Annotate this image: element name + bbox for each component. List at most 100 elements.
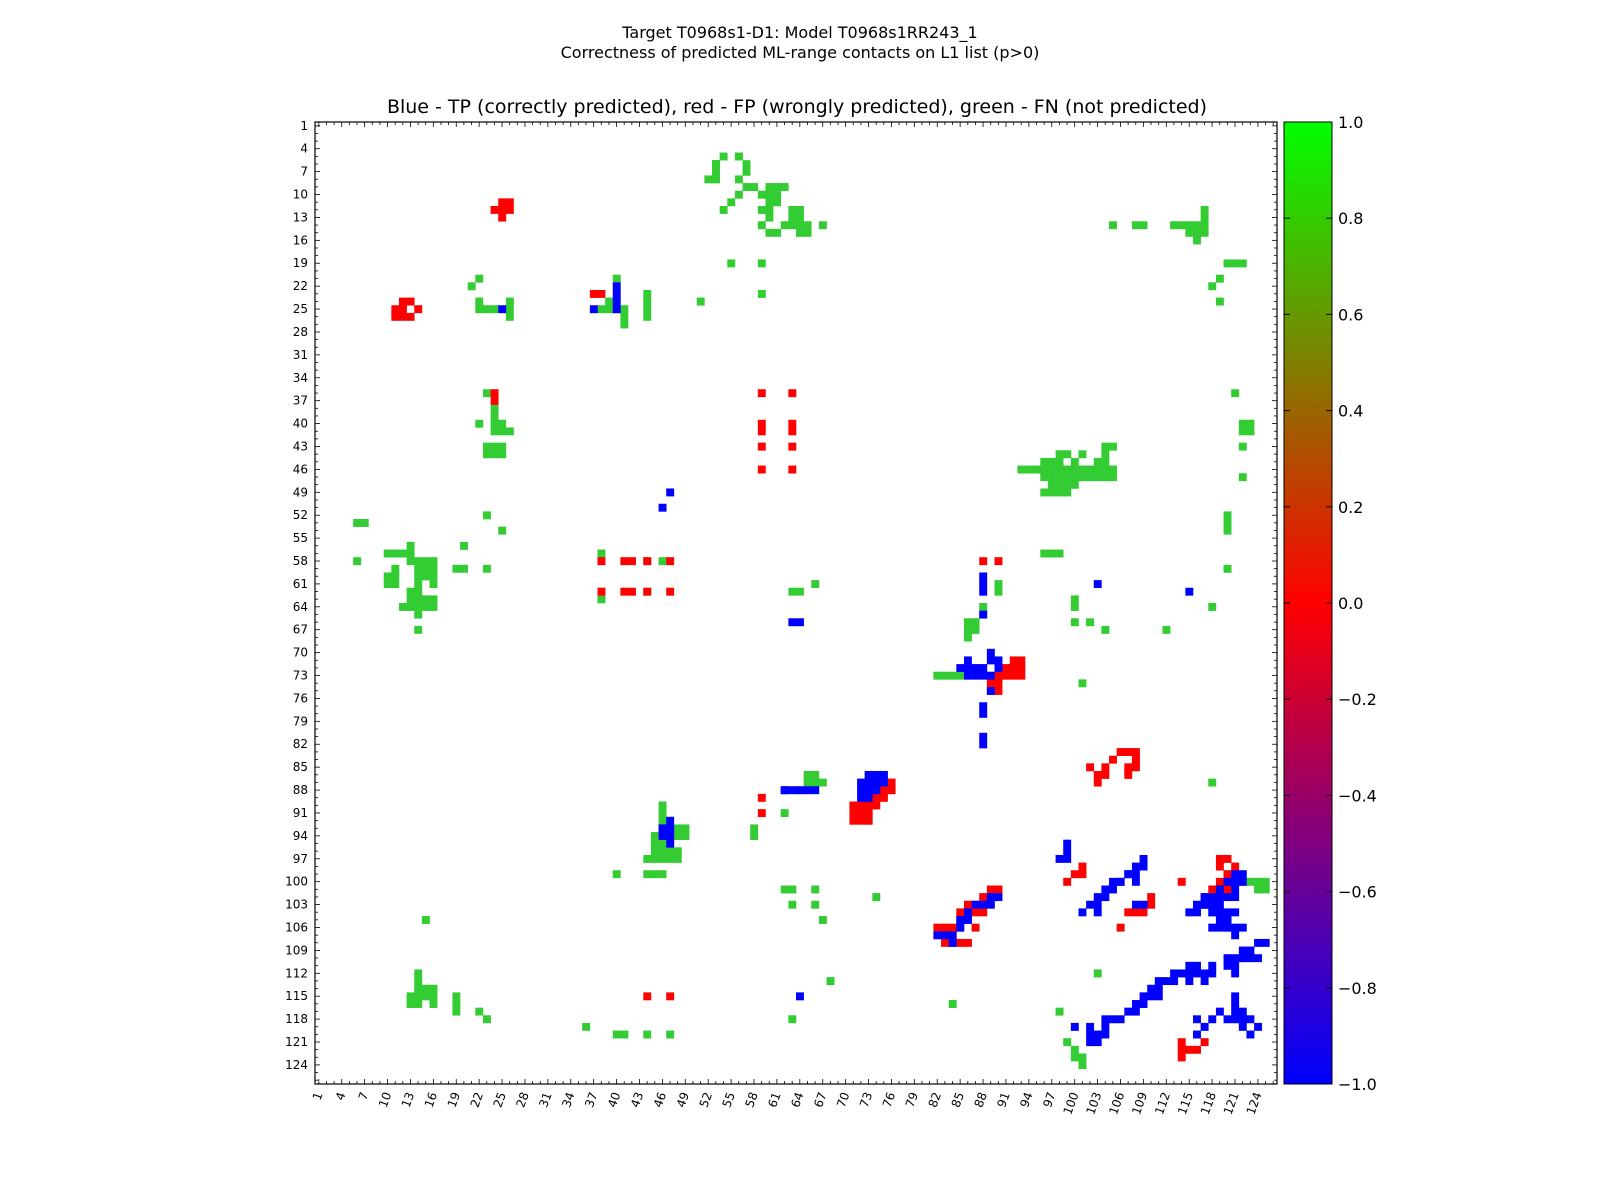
fp-cell	[963, 900, 972, 909]
fn-cell	[505, 297, 514, 306]
fn-cell	[429, 603, 438, 611]
fn-cell	[1246, 427, 1255, 436]
fp-cell	[1193, 1045, 1201, 1054]
fn-cell	[1078, 1061, 1087, 1070]
fn-cell	[650, 847, 659, 856]
fn-cell	[1223, 511, 1232, 520]
fp-cell	[505, 198, 514, 207]
fp-cell	[788, 389, 797, 398]
colorbar-tick-label: −0.6	[1338, 883, 1377, 902]
y-tick-label: 67	[293, 623, 308, 637]
fn-cell	[811, 885, 820, 894]
tp-cell	[872, 770, 881, 779]
fp-cell	[979, 908, 988, 917]
y-tick-label: 76	[293, 691, 308, 705]
fp-cell	[887, 786, 896, 795]
tp-cell	[666, 824, 675, 833]
fn-cell	[460, 541, 468, 550]
tp-cell	[1063, 847, 1072, 856]
tp-cell	[1124, 870, 1133, 879]
fn-cell	[1070, 1053, 1079, 1062]
fp-cell	[1177, 1038, 1186, 1047]
fn-cell	[353, 519, 362, 527]
fn-cell	[597, 595, 606, 604]
fp-cell	[1070, 870, 1079, 879]
tp-cell	[1215, 1007, 1224, 1016]
tp-cell	[1193, 908, 1201, 917]
fn-cell	[971, 625, 980, 634]
fp-cell	[643, 992, 652, 1001]
fn-cell	[750, 824, 759, 833]
fn-cell	[429, 595, 438, 604]
fp-cell	[986, 679, 995, 688]
tp-cell	[1223, 923, 1232, 932]
tp-cell	[1170, 977, 1179, 986]
fp-cell	[788, 442, 797, 451]
fp-cell	[1223, 870, 1232, 879]
fp-cell	[628, 587, 636, 596]
fn-cell	[757, 289, 766, 298]
fn-cell	[1063, 450, 1072, 459]
fp-cell	[666, 587, 675, 596]
tp-cell	[788, 786, 797, 795]
x-tick-labels: 1 4 7 10 13 16 19 22 25 28 31 34 37 40 43 46 49 52 55 58 61 6…	[310, 1090, 1265, 1116]
tp-cell	[1231, 1007, 1240, 1016]
fn-cell	[1078, 465, 1087, 474]
fn-cell	[1254, 885, 1263, 894]
fp-cell	[1124, 763, 1133, 772]
fn-cell	[757, 259, 766, 268]
fp-cell	[864, 816, 873, 825]
fn-cell	[1215, 297, 1224, 306]
tp-cell	[1109, 885, 1117, 894]
colorbar-tick-label: 0.0	[1338, 594, 1363, 613]
y-tick-label: 79	[293, 714, 308, 728]
fn-cell	[1101, 465, 1110, 474]
fp-cell	[971, 923, 980, 932]
fp-cell	[414, 305, 423, 314]
fn-cell	[1070, 595, 1079, 604]
fn-cell	[1200, 228, 1209, 237]
fn-cell	[963, 625, 972, 634]
x-tick-label: 82	[926, 1090, 944, 1109]
x-tick-label: 118	[1198, 1090, 1219, 1116]
fn-cell	[963, 633, 972, 642]
tp-cell	[1223, 908, 1232, 917]
fp-cell	[956, 908, 965, 917]
fn-cell	[757, 205, 766, 214]
tp-cell	[1246, 946, 1255, 955]
tp-cell	[1185, 587, 1194, 596]
tp-cell	[1238, 1022, 1247, 1031]
tp-cell	[1231, 877, 1240, 886]
x-tick-label: 106	[1106, 1090, 1127, 1116]
fp-cell	[994, 686, 1003, 695]
colorbar-tick-label: −1.0	[1338, 1075, 1377, 1094]
fn-cell	[788, 900, 797, 909]
fn-cell	[1208, 778, 1217, 787]
fp-cell	[879, 786, 888, 795]
y-tick-label: 4	[300, 142, 308, 156]
fp-cell	[1009, 664, 1018, 673]
fn-cell	[681, 832, 690, 840]
colorbar-tick-label: 0.2	[1338, 498, 1363, 517]
fn-cell	[1109, 473, 1117, 482]
fn-cell	[482, 305, 491, 314]
x-tick-label: 34	[559, 1090, 577, 1109]
x-tick-label: 97	[1040, 1090, 1058, 1109]
fn-cell	[406, 1000, 415, 1008]
tp-cell	[1063, 854, 1072, 863]
fn-cell	[1193, 228, 1201, 237]
tp-cell	[1093, 908, 1102, 917]
fn-cell	[1185, 221, 1194, 230]
tp-cell	[1055, 854, 1064, 863]
fp-cell	[1101, 770, 1110, 779]
fp-cell	[406, 297, 415, 306]
fn-cell	[421, 992, 430, 1001]
fn-cell	[780, 183, 789, 192]
tp-cell	[1093, 1030, 1102, 1039]
tp-cell	[1093, 580, 1102, 589]
fn-cell	[1055, 473, 1064, 482]
fp-cell	[757, 389, 766, 398]
x-tick-label: 91	[994, 1090, 1012, 1109]
y-tick-label: 40	[293, 417, 308, 431]
fn-cell	[773, 198, 782, 207]
